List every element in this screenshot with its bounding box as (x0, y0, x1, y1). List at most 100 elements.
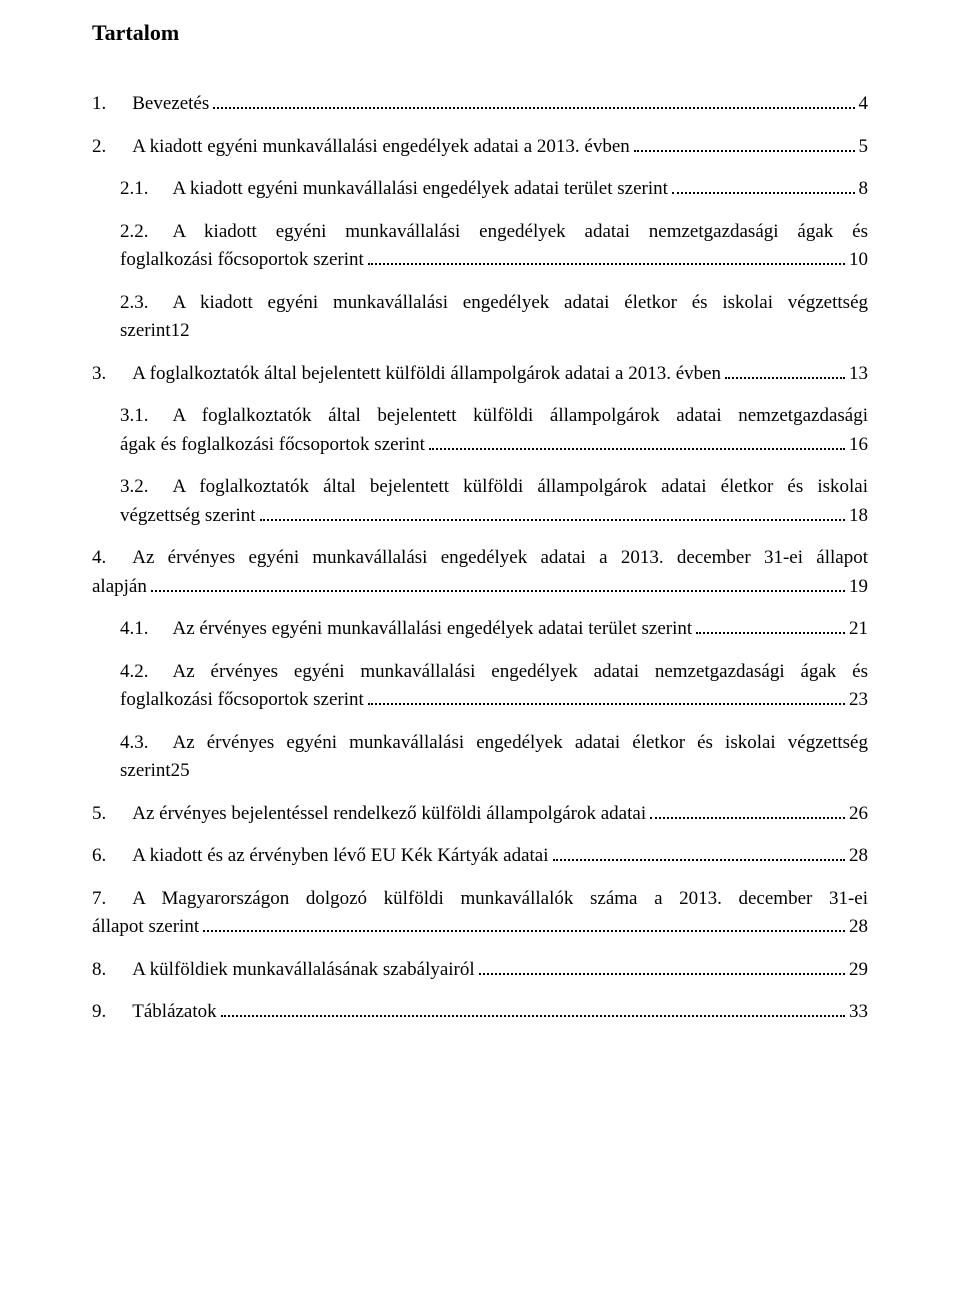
toc-page: 23 (849, 686, 868, 715)
toc-number: 2.1. (120, 175, 149, 204)
toc-text-first: Az érvényes egyéni munkavállalási engedé… (173, 732, 869, 753)
toc-row: 8. A külföldiek munkavállalásának szabály… (92, 956, 868, 985)
toc-number: 2. (92, 133, 106, 162)
toc-text: Bevezetés (132, 90, 209, 119)
toc-last-line: végzettség szerint18 (120, 502, 868, 531)
toc-entry: 5. Az érvényes bejelentéssel rendelkező k… (92, 800, 868, 829)
toc-text-first: A kiadott egyéni munkavállalási engedély… (173, 292, 869, 313)
toc-text-rest: állapot szerint (92, 913, 199, 942)
toc-text-first: A Magyarországon dolgozó külföldi munkav… (132, 888, 868, 909)
toc-number: 3.2. (120, 476, 149, 497)
toc-row: 2.A kiadott egyéni munkavállalási engedé… (92, 133, 868, 162)
toc-page: 26 (849, 800, 868, 829)
toc-entry: 6.A kiadott és az érvényben lévő EU Kék … (92, 842, 868, 871)
toc-entry: 7. A Magyarországon dolgozó külföldi munk… (92, 885, 868, 942)
toc-text: Az érvényes egyéni munkavállalási engedé… (173, 615, 693, 644)
toc-leader (634, 136, 855, 151)
toc-entry: 9.Táblázatok33 (92, 998, 868, 1027)
toc-page: 29 (849, 956, 868, 985)
toc-last-line: alapján19 (92, 573, 868, 602)
toc-page: 28 (849, 913, 868, 942)
toc-text-first: Az érvényes egyéni munkavállalási engedé… (132, 547, 868, 568)
toc-leader (368, 690, 845, 705)
toc-entry: 4.2. Az érvényes egyéni munkavállalási en… (92, 658, 868, 715)
toc-entry: 8. A külföldiek munkavállalásának szabály… (92, 956, 868, 985)
toc-text: Az érvényes bejelentéssel rendelkező kül… (132, 800, 646, 829)
toc-first-line: 4.2. Az érvényes egyéni munkavállalási en… (120, 658, 868, 687)
toc-last-line: foglalkozási főcsoportok szerint 23 (120, 686, 868, 715)
toc-first-line: 4.3. Az érvényes egyéni munkavállalási en… (120, 729, 868, 758)
toc-number: 3. (92, 360, 106, 389)
toc-page: 19 (849, 573, 868, 602)
toc-leader (725, 363, 845, 378)
toc-number: 4.3. (120, 732, 149, 753)
table-of-contents: 1.Bevezetés42.A kiadott egyéni munkaváll… (92, 90, 868, 1027)
toc-row: 2.1. A kiadott egyéni munkavállalási enge… (120, 175, 868, 204)
toc-text-rest: foglalkozási főcsoportok szerint (120, 686, 364, 715)
toc-number: 6. (92, 842, 106, 871)
toc-first-line: 3.2. A foglalkoztatók által bejelentett k… (120, 473, 868, 502)
toc-entry: 4. Az érvényes egyéni munkavállalási enge… (92, 544, 868, 601)
toc-number: 4.1. (120, 615, 149, 644)
toc-page: 5 (859, 133, 869, 162)
toc-text-rest: ágak és foglalkozási főcsoportok szerint (120, 431, 425, 460)
toc-entry: 3.2. A foglalkoztatók által bejelentett k… (92, 473, 868, 530)
toc-leader (650, 803, 845, 818)
toc-page: 16 (849, 431, 868, 460)
toc-text-first: Az érvényes egyéni munkavállalási engedé… (173, 661, 869, 682)
toc-page: 18 (849, 502, 868, 531)
toc-text-rest: szerint25 (120, 757, 190, 786)
toc-entry: 2.A kiadott egyéni munkavállalási engedé… (92, 133, 868, 162)
toc-first-line: 2.2. A kiadott egyéni munkavállalási enge… (120, 218, 868, 247)
toc-entry: 2.3.A kiadott egyéni munkavállalási enge… (92, 289, 868, 346)
toc-entry: 4.1. Az érvényes egyéni munkavállalási en… (92, 615, 868, 644)
toc-page: 33 (849, 998, 868, 1027)
toc-leader (203, 917, 845, 932)
toc-text: A kiadott egyéni munkavállalási engedély… (173, 175, 668, 204)
toc-row: 6.A kiadott és az érvényben lévő EU Kék … (92, 842, 868, 871)
toc-number: 5. (92, 800, 106, 829)
toc-leader (553, 846, 845, 861)
toc-last-line: szerint12 (120, 317, 868, 346)
toc-row: 1. Bevezetés 4 (92, 90, 868, 119)
toc-first-line: 7. A Magyarországon dolgozó külföldi munk… (92, 885, 868, 914)
toc-text-first: A foglalkoztatók által bejelentett külfö… (173, 405, 869, 426)
toc-row: 3.A foglalkoztatók által bejelentett kül… (92, 360, 868, 389)
toc-leader (672, 179, 855, 194)
toc-first-line: 4. Az érvényes egyéni munkavállalási enge… (92, 544, 868, 573)
toc-text: Táblázatok (132, 998, 216, 1027)
toc-number: 8. (92, 956, 106, 985)
toc-last-line: állapot szerint 28 (92, 913, 868, 942)
toc-entry: 2.1. A kiadott egyéni munkavállalási enge… (92, 175, 868, 204)
toc-text-first: A kiadott egyéni munkavállalási engedély… (173, 221, 869, 242)
toc-entry: 1. Bevezetés 4 (92, 90, 868, 119)
toc-entry: 4.3. Az érvényes egyéni munkavállalási en… (92, 729, 868, 786)
toc-page: 10 (849, 246, 868, 275)
toc-entry: 3.1. A foglalkoztatók által bejelentett k… (92, 402, 868, 459)
toc-number: 3.1. (120, 405, 149, 426)
toc-row: 4.1. Az érvényes egyéni munkavállalási en… (120, 615, 868, 644)
toc-leader (221, 1002, 845, 1017)
toc-text-rest: szerint12 (120, 317, 190, 346)
toc-first-line: 3.1. A foglalkoztatók által bejelentett k… (120, 402, 868, 431)
toc-number: 4. (92, 547, 106, 568)
toc-page: 8 (859, 175, 869, 204)
toc-page: 21 (849, 615, 868, 644)
toc-leader (368, 250, 845, 265)
toc-leader (260, 505, 845, 520)
toc-leader (213, 94, 854, 109)
toc-text: A külföldiek munkavállalásának szabályai… (132, 956, 474, 985)
toc-leader (479, 959, 845, 974)
toc-number: 7. (92, 888, 106, 909)
toc-number: 1. (92, 90, 106, 119)
toc-page: 4 (859, 90, 869, 119)
toc-number: 2.2. (120, 221, 149, 242)
toc-number: 4.2. (120, 661, 149, 682)
toc-first-line: 2.3.A kiadott egyéni munkavállalási enge… (120, 289, 868, 318)
toc-last-line: foglalkozási főcsoportok szerint10 (120, 246, 868, 275)
toc-leader (429, 434, 845, 449)
toc-page: 28 (849, 842, 868, 871)
toc-text-first: A foglalkoztatók által bejelentett külfö… (173, 476, 869, 497)
toc-leader (151, 576, 845, 591)
page-title: Tartalom (92, 20, 868, 46)
